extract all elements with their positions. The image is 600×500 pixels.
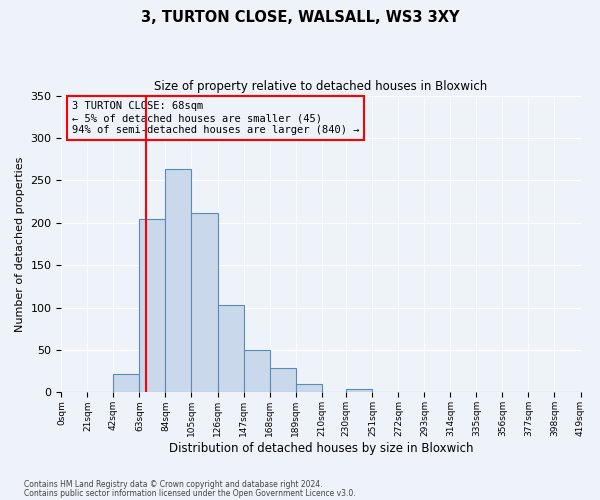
Bar bbox=[218, 305, 244, 392]
Text: 3 TURTON CLOSE: 68sqm
← 5% of detached houses are smaller (45)
94% of semi-detac: 3 TURTON CLOSE: 68sqm ← 5% of detached h… bbox=[72, 102, 359, 134]
X-axis label: Distribution of detached houses by size in Bloxwich: Distribution of detached houses by size … bbox=[169, 442, 473, 455]
Bar bbox=[139, 218, 166, 392]
Bar bbox=[296, 384, 322, 392]
Y-axis label: Number of detached properties: Number of detached properties bbox=[15, 156, 25, 332]
Title: Size of property relative to detached houses in Bloxwich: Size of property relative to detached ho… bbox=[154, 80, 488, 93]
Bar bbox=[113, 374, 139, 392]
Bar bbox=[191, 214, 218, 392]
Bar bbox=[166, 170, 191, 392]
Text: 3, TURTON CLOSE, WALSALL, WS3 3XY: 3, TURTON CLOSE, WALSALL, WS3 3XY bbox=[141, 10, 459, 25]
Text: Contains public sector information licensed under the Open Government Licence v3: Contains public sector information licen… bbox=[24, 489, 356, 498]
Bar bbox=[346, 389, 373, 392]
Text: Contains HM Land Registry data © Crown copyright and database right 2024.: Contains HM Land Registry data © Crown c… bbox=[24, 480, 323, 489]
Bar bbox=[244, 350, 269, 393]
Bar bbox=[269, 368, 296, 392]
